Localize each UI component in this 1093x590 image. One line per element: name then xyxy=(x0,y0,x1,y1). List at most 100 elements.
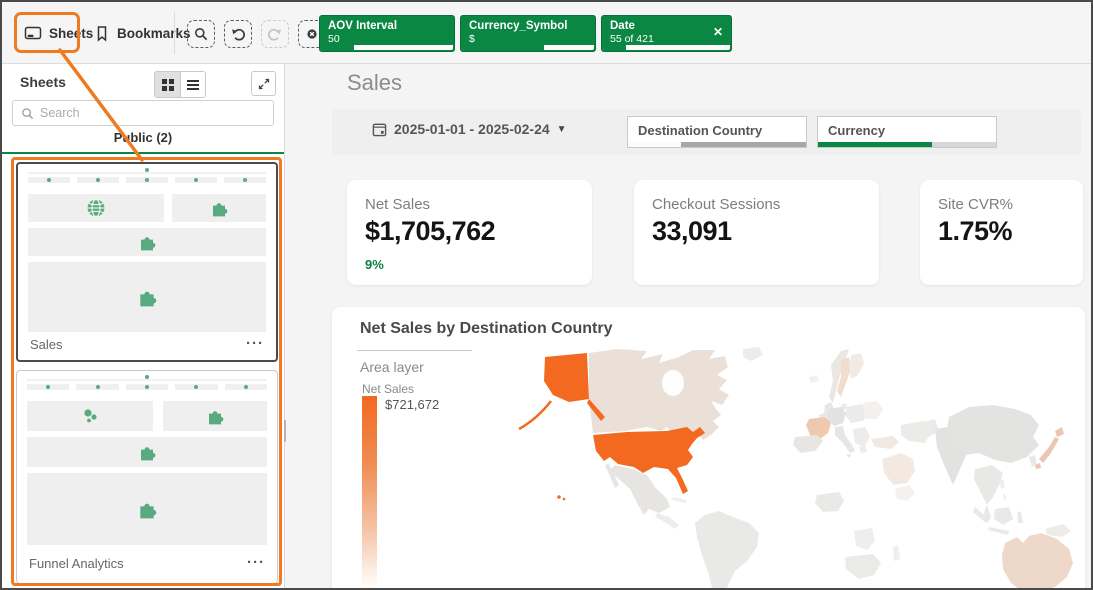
hudson-bay xyxy=(662,370,684,396)
chip-progress xyxy=(321,45,453,50)
filter-destination-country[interactable]: Destination Country xyxy=(627,116,807,148)
country-mexico[interactable] xyxy=(605,464,670,515)
eastern-europe[interactable] xyxy=(863,401,883,419)
thumb-chart-object xyxy=(163,401,267,431)
kpi-label: Checkout Sessions xyxy=(652,196,781,213)
puzzle-icon xyxy=(141,237,156,251)
south-america[interactable] xyxy=(695,511,759,588)
thumb-chart-object xyxy=(172,194,266,222)
sheet-name: Funnel Analytics xyxy=(29,556,124,571)
country-germany[interactable] xyxy=(827,407,846,426)
country-australia[interactable] xyxy=(1002,533,1073,588)
chip-close-icon[interactable]: ✕ xyxy=(712,25,723,39)
clear-selections-icon xyxy=(307,29,317,39)
view-toggle xyxy=(154,71,206,98)
country-poland[interactable] xyxy=(845,404,868,423)
selection-chip-date[interactable]: Date 55 of 421 ✕ xyxy=(601,15,732,52)
country-usa[interactable] xyxy=(593,427,705,494)
country-angola[interactable] xyxy=(854,528,875,550)
madagascar[interactable] xyxy=(893,545,900,561)
chip-progress xyxy=(462,45,594,50)
expand-panel-button[interactable] xyxy=(251,71,276,96)
indonesia[interactable] xyxy=(973,507,1023,535)
list-icon xyxy=(187,79,199,90)
smart-search-button[interactable] xyxy=(187,20,215,48)
tab-public-label: Public (2) xyxy=(113,130,173,145)
country-korea[interactable] xyxy=(1029,455,1037,467)
kpi-net-sales[interactable]: Net Sales $1,705,762 9% xyxy=(347,180,592,285)
sheet-card-funnel-analytics[interactable]: Funnel Analytics ··· xyxy=(16,370,278,584)
hawaii[interactable] xyxy=(562,497,566,501)
country-china[interactable] xyxy=(947,405,1039,463)
selection-chip-aov-interval[interactable]: AOV Interval 50 xyxy=(319,15,455,52)
country-canada[interactable] xyxy=(589,349,729,440)
step-forward-button[interactable] xyxy=(261,20,289,48)
list-view-button[interactable] xyxy=(180,72,205,97)
sheet-menu-button[interactable]: ··· xyxy=(246,335,264,352)
chip-title: AOV Interval xyxy=(328,20,398,32)
cuba[interactable] xyxy=(672,497,687,503)
expand-icon xyxy=(258,78,269,89)
country-spain[interactable] xyxy=(793,435,823,453)
country-denmark[interactable] xyxy=(841,403,847,410)
hawaii[interactable] xyxy=(557,495,561,499)
country-italy[interactable] xyxy=(835,426,855,458)
map-chart-title: Net Sales by Destination Country xyxy=(360,320,613,337)
country-south-africa[interactable] xyxy=(845,554,881,579)
panel-resize-handle[interactable] xyxy=(279,414,287,448)
grid-icon xyxy=(161,78,174,91)
new-guinea[interactable] xyxy=(1045,524,1071,537)
sheet-menu-button[interactable]: ··· xyxy=(247,554,265,571)
sheet-card-sales[interactable]: Sales ··· xyxy=(16,162,278,362)
bookmarks-button[interactable]: Bookmarks xyxy=(94,18,191,48)
filter-selection-bar xyxy=(628,142,806,147)
date-range-label: 2025-01-01 - 2025-02-24 xyxy=(394,121,550,137)
world-map[interactable] xyxy=(497,347,1085,588)
kpi-site-cvr[interactable]: Site CVR% 1.75% xyxy=(920,180,1083,285)
country-japan[interactable] xyxy=(1035,427,1064,469)
iceland[interactable] xyxy=(809,375,819,383)
philippines[interactable] xyxy=(999,479,1007,501)
greenland-tip[interactable] xyxy=(743,347,763,361)
date-range-picker[interactable]: 2025-01-01 - 2025-02-24 ▼ xyxy=(372,121,567,137)
tab-public[interactable]: Public (2) xyxy=(2,130,284,152)
aleutian-islands[interactable] xyxy=(518,400,552,431)
bookmarks-button-label: Bookmarks xyxy=(117,25,191,41)
tab-active-indicator xyxy=(2,152,284,154)
kpi-value: $1,705,762 xyxy=(365,216,496,246)
country-turkey[interactable] xyxy=(871,436,899,449)
country-nigeria[interactable] xyxy=(815,492,844,512)
country-pakistan[interactable] xyxy=(917,419,939,437)
country-usa-alaska[interactable] xyxy=(544,353,605,421)
step-back-button[interactable] xyxy=(224,20,252,48)
thumb-filterbar xyxy=(28,172,266,174)
kpi-label: Net Sales xyxy=(365,196,431,213)
country-france[interactable] xyxy=(806,417,831,439)
grid-view-button[interactable] xyxy=(155,72,180,97)
globe-icon xyxy=(87,199,105,217)
southeast-asia[interactable] xyxy=(974,465,1003,523)
thumb-map-object xyxy=(28,194,164,222)
kpi-value: 1.75% xyxy=(938,216,1013,246)
search-input[interactable] xyxy=(40,106,265,120)
central-america[interactable] xyxy=(655,513,679,529)
filter-currency[interactable]: Currency xyxy=(817,116,997,148)
undo-icon xyxy=(232,28,245,41)
toolbar-divider xyxy=(174,12,175,54)
thumb-chart-object xyxy=(27,437,267,467)
selection-chip-currency-symbol[interactable]: Currency_Symbol $ xyxy=(460,15,596,52)
thumb-chart-object xyxy=(28,228,266,256)
sheets-button[interactable]: Sheets xyxy=(24,18,93,48)
country-saudi-arabia[interactable] xyxy=(882,453,915,485)
puzzle-icon xyxy=(140,291,157,307)
kpi-checkout-sessions[interactable]: Checkout Sessions 33,091 xyxy=(634,180,879,285)
country-finland[interactable] xyxy=(849,353,864,379)
filter-label: Currency xyxy=(828,123,886,138)
horn-of-africa[interactable] xyxy=(895,485,915,501)
filter-selection-bar xyxy=(818,142,996,147)
sheet-search[interactable] xyxy=(12,100,274,126)
country-sweden[interactable] xyxy=(837,357,851,397)
page-title: Sales xyxy=(347,70,403,95)
balkans[interactable] xyxy=(853,427,870,453)
